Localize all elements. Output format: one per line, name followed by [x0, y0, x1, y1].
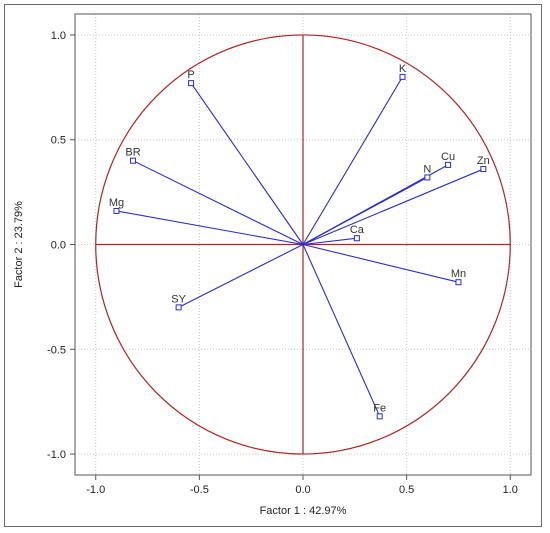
y-tick-label: 1.0 [51, 30, 66, 42]
variable-label-n: N [423, 163, 431, 175]
y-axis-title: Factor 2 : 23.79% [13, 201, 25, 288]
vector-line-sy [178, 244, 304, 308]
vector-line-ca [302, 237, 357, 246]
vector-line-zn [302, 168, 484, 246]
variable-label-sy: SY [171, 293, 186, 305]
point-marker-cu [445, 161, 452, 168]
point-marker-sy [175, 304, 182, 311]
y-tick-label: 0.0 [51, 240, 66, 252]
y-tick-label: 0.5 [51, 135, 66, 147]
point-marker-p [188, 80, 195, 87]
variable-labels-layer: P K BR Cu N Zn Mg Ca Mn SY Fe [109, 63, 490, 414]
vector-line-mn [302, 243, 459, 283]
variable-label-mg: Mg [109, 197, 124, 209]
point-marker-n [424, 174, 431, 181]
variable-label-zn: Zn [477, 155, 490, 167]
chart-frame [4, 4, 542, 527]
variable-label-br: BR [125, 147, 140, 159]
vector-line-mg [116, 210, 304, 246]
vector-line-p [190, 82, 304, 245]
variable-label-cu: Cu [441, 151, 455, 163]
y-tick-label: -0.5 [47, 344, 66, 356]
ticks-layer: -1.0 -0.5 0.0 0.5 1.0 1.0 0.5 0.0 -0.5 -1.0 [47, 30, 518, 496]
x-tick-label: 0.5 [399, 484, 414, 496]
vector-line-n [302, 176, 428, 245]
point-marker-mn [455, 279, 462, 286]
vector-line-br [132, 160, 304, 245]
variable-label-p: P [187, 69, 194, 81]
x-axis-title: Factor 1 : 42.97% [260, 505, 347, 517]
point-marker-ca [353, 235, 360, 242]
vector-line-k [302, 76, 403, 245]
point-marker-fe [376, 413, 383, 420]
x-tick-label: -1.0 [86, 484, 105, 496]
point-marker-mg [113, 207, 120, 214]
variable-label-ca: Ca [350, 224, 365, 236]
vector-line-fe [302, 244, 381, 417]
point-marker-k [399, 73, 406, 80]
y-tick-label: -1.0 [47, 449, 66, 461]
variable-label-mn: Mn [451, 268, 466, 280]
vectors-layer [113, 73, 487, 420]
x-tick-label: -0.5 [190, 484, 209, 496]
variable-label-k: K [399, 63, 407, 75]
point-marker-br [130, 157, 137, 164]
variable-label-fe: Fe [373, 402, 386, 414]
x-tick-label: 1.0 [503, 484, 518, 496]
x-tick-label: 0.0 [295, 484, 310, 496]
point-marker-zn [480, 166, 487, 173]
